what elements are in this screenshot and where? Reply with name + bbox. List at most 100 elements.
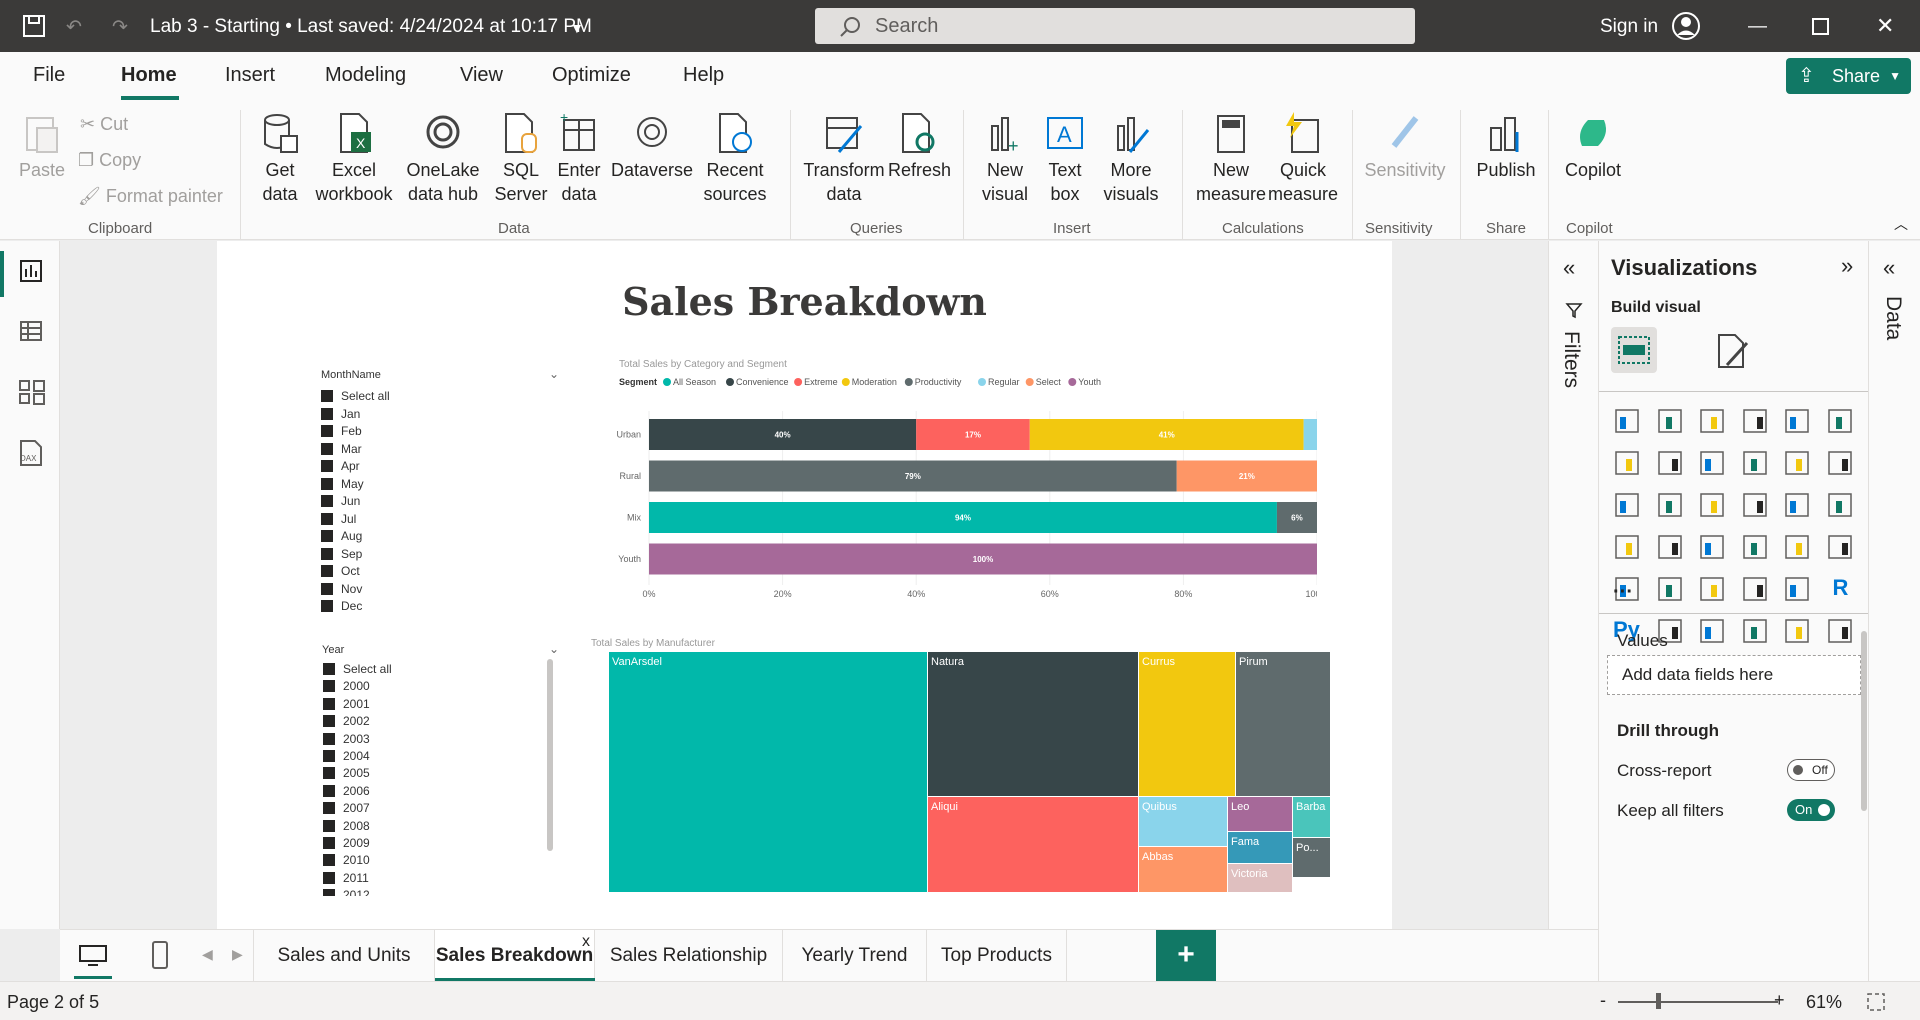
format-visual-icon[interactable] [1713,333,1751,369]
visual-type-icon[interactable] [1698,491,1728,521]
zoom-in-button[interactable]: + [1774,990,1785,1010]
visual-type-icon[interactable] [1656,575,1686,605]
visual-type-icon[interactable] [1613,533,1643,563]
enter-data-button[interactable]: + Enter data [552,112,606,206]
treemap-tile[interactable]: Currus [1139,652,1235,796]
slicer-checkbox[interactable] [323,715,335,728]
tab-yearly-trend[interactable]: Yearly Trend [783,930,927,982]
visual-type-icon[interactable] [1741,617,1771,647]
slicer-checkbox[interactable] [321,582,333,595]
new-measure-button[interactable]: New measure [1196,112,1266,206]
bar-segment[interactable] [649,543,1317,575]
model-view-icon[interactable] [19,379,45,405]
slicer-checkbox[interactable] [323,750,335,762]
legend-label[interactable]: Regular [988,377,1020,387]
publish-button[interactable]: Publish [1474,112,1538,182]
visual-type-icon[interactable] [1613,491,1643,521]
slicer-checkbox[interactable] [323,819,335,832]
collapse-ribbon-icon[interactable]: ︿ [1894,216,1908,232]
visual-type-icon[interactable] [1783,491,1813,521]
treemap-tile[interactable]: Barba [1293,797,1330,837]
treemap-tile[interactable]: VanArsdel [609,652,927,892]
scroll-left-icon[interactable]: ◀ [202,946,213,962]
treemap-tile[interactable]: Leo [1228,797,1292,831]
month-slicer[interactable]: MonthName ⌄ Select all Jan Feb Mar Apr May Jun… [317,361,559,616]
visual-type-icon[interactable] [1741,407,1771,437]
bar-segment[interactable] [649,502,1277,533]
visual-type-icon[interactable] [1741,575,1771,605]
slicer-item-label[interactable]: Jan [341,406,361,421]
tab-sales-and-units[interactable]: Sales and Units [253,930,435,982]
visual-type-icon[interactable] [1656,533,1686,563]
add-page-button[interactable]: + [1156,930,1216,982]
onelake-button[interactable]: OneLake data hub [398,112,488,206]
desktop-layout-icon[interactable] [78,944,108,966]
build-visual-tab[interactable] [1611,327,1657,373]
slicer-item-label[interactable]: Select all [343,662,392,676]
keep-filters-toggle[interactable]: On [1787,799,1835,821]
treemap-tile[interactable]: Po... [1293,838,1330,877]
visual-type-icon[interactable] [1783,575,1813,605]
slicer-item-label[interactable]: Sep [341,546,363,561]
slicer-item-label[interactable]: Nov [341,581,363,596]
visual-type-icon[interactable] [1826,491,1856,521]
bar-chart[interactable]: Total Sales by Category and Segment Segm… [597,351,1317,621]
menu-help[interactable]: Help [683,64,725,86]
more-visuals-button[interactable]: More visuals [1098,112,1164,206]
slicer-item-label[interactable]: Apr [341,459,360,473]
new-visual-button[interactable]: + New visual [978,112,1032,206]
visual-type-icon[interactable] [1826,449,1856,479]
visual-type-icon[interactable] [1783,449,1813,479]
treemap-tile[interactable]: Quibus [1139,797,1227,846]
treemap-tile[interactable]: Abbas [1139,847,1227,892]
slicer-item-label[interactable]: 2006 [343,783,370,798]
slicer-checkbox[interactable] [321,547,333,560]
slicer-item-label[interactable]: 2010 [343,853,370,868]
sensitivity-button[interactable]: Sensitivity [1360,112,1450,182]
visual-type-icon[interactable] [1698,617,1728,647]
bar-segment[interactable] [1029,419,1304,450]
visual-type-icon[interactable] [1656,407,1686,437]
visual-type-icon[interactable] [1613,407,1643,437]
refresh-button[interactable]: Refresh [888,112,951,182]
slicer-checkbox[interactable] [321,425,333,437]
treemap-tile[interactable]: Fama [1228,832,1292,863]
paste-button[interactable]: Paste [18,112,66,182]
tab-top-products[interactable]: Top Products [927,930,1067,982]
document-title[interactable]: Lab 3 - Starting • Last saved: 4/24/2024… [150,16,592,37]
zoom-out-button[interactable]: - [1600,990,1606,1010]
copilot-button[interactable]: Copilot [1560,112,1626,182]
slicer-item-label[interactable]: 2007 [343,801,370,816]
slicer-item-label[interactable]: 2008 [343,818,370,833]
menu-modeling[interactable]: Modeling [325,64,407,86]
dax-query-view-icon[interactable]: DAX [17,439,45,467]
slicer-checkbox[interactable] [323,854,335,867]
slicer-checkbox[interactable] [323,680,335,693]
save-icon[interactable] [22,14,46,38]
search-box[interactable]: Search [815,8,1415,44]
slicer-item-label[interactable]: 2011 [343,870,369,885]
slicer-checkbox[interactable] [321,477,333,490]
chevron-down-icon[interactable]: ▼ [570,20,584,36]
transform-data-button[interactable]: Transform data [802,112,886,206]
slicer-checkbox[interactable] [321,600,333,612]
visual-type-icon[interactable] [1698,449,1728,479]
visual-type-icon[interactable] [1783,617,1813,647]
close-icon[interactable]: ✕ [1876,13,1895,38]
visual-type-icon[interactable] [1741,449,1771,479]
menu-view[interactable]: View [460,64,503,86]
text-box-button[interactable]: A Text box [1040,112,1090,206]
filters-pane[interactable]: « Filters [1548,241,1598,929]
format-painter-button[interactable]: 🖌 Format painter [78,184,223,208]
visual-type-icon[interactable] [1656,449,1686,479]
menu-insert[interactable]: Insert [225,64,276,86]
fit-to-page-icon[interactable] [1866,992,1886,1012]
sql-server-button[interactable]: SQL Server [494,112,548,206]
dataverse-button[interactable]: Dataverse [610,112,694,182]
bar-segment[interactable] [649,460,1177,492]
undo-icon[interactable]: ↶ [66,17,82,38]
slicer-item-label[interactable]: Mar [341,441,362,456]
slicer-checkbox[interactable] [323,697,335,710]
slicer-checkbox[interactable] [323,802,335,815]
visual-type-icon[interactable]: R [1832,575,1849,600]
